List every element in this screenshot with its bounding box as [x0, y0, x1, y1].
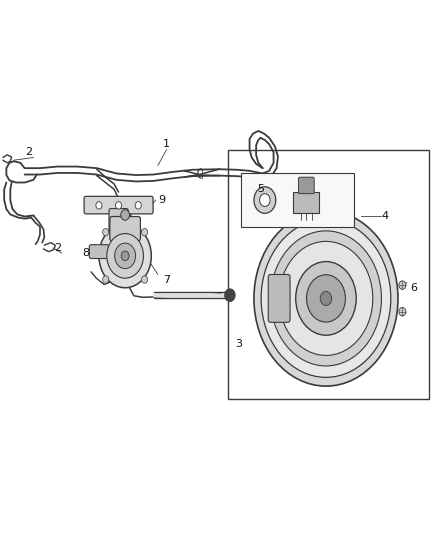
FancyBboxPatch shape: [298, 177, 314, 193]
Text: 8: 8: [82, 248, 89, 258]
FancyBboxPatch shape: [89, 245, 109, 259]
Circle shape: [120, 229, 128, 240]
Circle shape: [121, 251, 129, 261]
Circle shape: [102, 229, 109, 236]
Circle shape: [279, 241, 373, 356]
Circle shape: [135, 201, 141, 209]
Circle shape: [399, 281, 406, 289]
Circle shape: [399, 308, 406, 316]
Circle shape: [107, 233, 144, 278]
Text: 1: 1: [163, 139, 170, 149]
Text: 2: 2: [25, 147, 33, 157]
Text: 2: 2: [54, 243, 61, 253]
Text: 3: 3: [235, 338, 242, 349]
Circle shape: [99, 224, 151, 288]
Circle shape: [261, 220, 391, 377]
Circle shape: [271, 231, 381, 366]
Text: 6: 6: [410, 283, 417, 293]
FancyBboxPatch shape: [84, 196, 153, 214]
Circle shape: [141, 276, 148, 283]
FancyBboxPatch shape: [293, 192, 319, 213]
Circle shape: [296, 262, 356, 335]
Circle shape: [254, 211, 398, 386]
Text: 7: 7: [163, 275, 170, 285]
Circle shape: [115, 243, 136, 269]
Bar: [228, 150, 428, 399]
Circle shape: [96, 201, 102, 209]
FancyBboxPatch shape: [268, 274, 290, 322]
Text: 5: 5: [257, 184, 264, 195]
Circle shape: [320, 292, 332, 305]
Circle shape: [254, 187, 276, 213]
Circle shape: [260, 193, 270, 206]
Circle shape: [307, 274, 346, 322]
Circle shape: [225, 289, 235, 302]
Circle shape: [121, 209, 130, 220]
Circle shape: [141, 229, 148, 236]
Bar: [241, 173, 354, 227]
Circle shape: [116, 201, 122, 209]
Text: 9: 9: [159, 195, 166, 205]
Text: 4: 4: [381, 211, 389, 221]
Circle shape: [102, 276, 109, 283]
FancyBboxPatch shape: [109, 208, 128, 239]
FancyBboxPatch shape: [110, 216, 141, 241]
